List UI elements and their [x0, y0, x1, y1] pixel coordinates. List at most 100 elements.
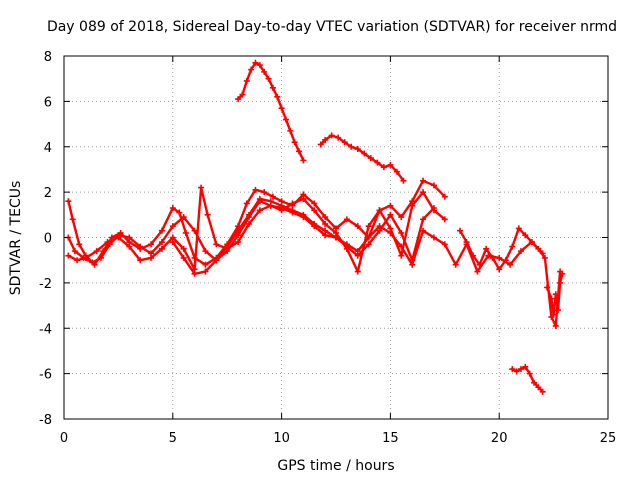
data-point	[554, 307, 561, 314]
series-track-9	[509, 363, 546, 395]
data-point	[235, 96, 242, 103]
data-point	[245, 220, 252, 227]
data-point	[535, 384, 542, 391]
data-point	[513, 368, 520, 375]
data-point	[269, 193, 276, 200]
data-point	[374, 159, 381, 166]
data-point	[322, 227, 329, 234]
data-point	[463, 239, 470, 246]
data-point	[528, 239, 535, 246]
data-point	[515, 225, 522, 232]
series-track-6	[544, 270, 566, 318]
data-point	[311, 220, 318, 227]
x-tick-label: 25	[600, 431, 617, 446]
data-point	[180, 214, 187, 221]
data-point	[204, 211, 211, 218]
y-axis-label: SDTVAR / TECUs	[8, 181, 24, 296]
data-point	[278, 202, 285, 209]
data-point	[202, 268, 209, 275]
data-point	[148, 241, 155, 248]
data-point	[420, 189, 427, 196]
data-point	[76, 241, 83, 248]
data-point	[252, 186, 259, 193]
data-point	[202, 261, 209, 268]
data-point	[409, 202, 416, 209]
data-point	[398, 243, 405, 250]
y-tick-label: -2	[39, 277, 52, 292]
data-point	[380, 164, 387, 171]
data-point	[333, 234, 339, 241]
data-point	[317, 141, 324, 148]
x-tick-label: 10	[273, 431, 290, 446]
data-point	[502, 257, 509, 264]
data-point	[158, 245, 165, 252]
data-point	[365, 241, 372, 248]
data-point	[126, 243, 133, 250]
data-point	[517, 366, 524, 373]
series-line	[236, 61, 305, 162]
data-point	[343, 216, 350, 223]
data-point	[311, 200, 318, 207]
data-point	[239, 91, 246, 98]
data-point	[361, 150, 368, 157]
data-point	[548, 295, 555, 302]
series-track-4	[169, 195, 546, 277]
data-point	[387, 202, 394, 209]
data-point	[409, 261, 416, 268]
data-point	[269, 84, 276, 91]
data-point	[522, 363, 529, 370]
x-tick-label: 0	[60, 431, 68, 446]
data-point	[559, 270, 566, 277]
data-point	[243, 77, 250, 84]
data-point	[343, 241, 350, 248]
data-point	[126, 234, 133, 241]
data-point	[557, 279, 564, 286]
axis-ticks: 0 5 10 15 20 25 -8 -6 -4 -2 0 2 4 6 8	[39, 50, 616, 446]
data-point	[483, 245, 490, 252]
data-point	[274, 93, 281, 100]
data-point	[398, 229, 405, 236]
data-point	[115, 234, 122, 241]
data-point	[400, 177, 407, 184]
data-point	[74, 257, 81, 264]
data-point	[398, 252, 405, 259]
data-point	[267, 198, 274, 205]
data-point	[256, 195, 263, 202]
series-line	[171, 197, 544, 275]
y-tick-label: 8	[44, 50, 52, 65]
data-point	[430, 234, 437, 241]
data-point	[191, 270, 198, 277]
data-point	[376, 223, 383, 230]
data-point	[261, 189, 268, 196]
data-point	[65, 252, 72, 259]
data-point	[82, 254, 89, 261]
x-axis-label: GPS time / hours	[277, 458, 394, 474]
data-point	[522, 232, 529, 239]
data-point	[137, 243, 144, 250]
y-tick-label: 6	[44, 95, 52, 110]
data-point	[470, 252, 477, 259]
data-point	[235, 239, 242, 246]
data-point	[452, 261, 459, 268]
data-point	[256, 207, 263, 214]
data-point	[376, 207, 383, 214]
data-point	[441, 216, 448, 223]
data-point	[393, 168, 400, 175]
data-point	[148, 254, 155, 261]
data-point	[296, 148, 303, 155]
data-point	[71, 248, 78, 255]
data-point	[474, 268, 481, 275]
data-point	[287, 127, 294, 134]
data-point	[552, 291, 559, 298]
data-point	[387, 229, 394, 236]
data-point	[517, 248, 524, 255]
data-point	[476, 261, 483, 268]
y-tick-label: 0	[44, 232, 52, 247]
data-point	[441, 241, 448, 248]
data-point	[289, 207, 296, 214]
data-point	[235, 227, 242, 234]
data-point	[158, 227, 165, 234]
series-line	[319, 134, 405, 182]
y-tick-label: 2	[44, 186, 52, 201]
